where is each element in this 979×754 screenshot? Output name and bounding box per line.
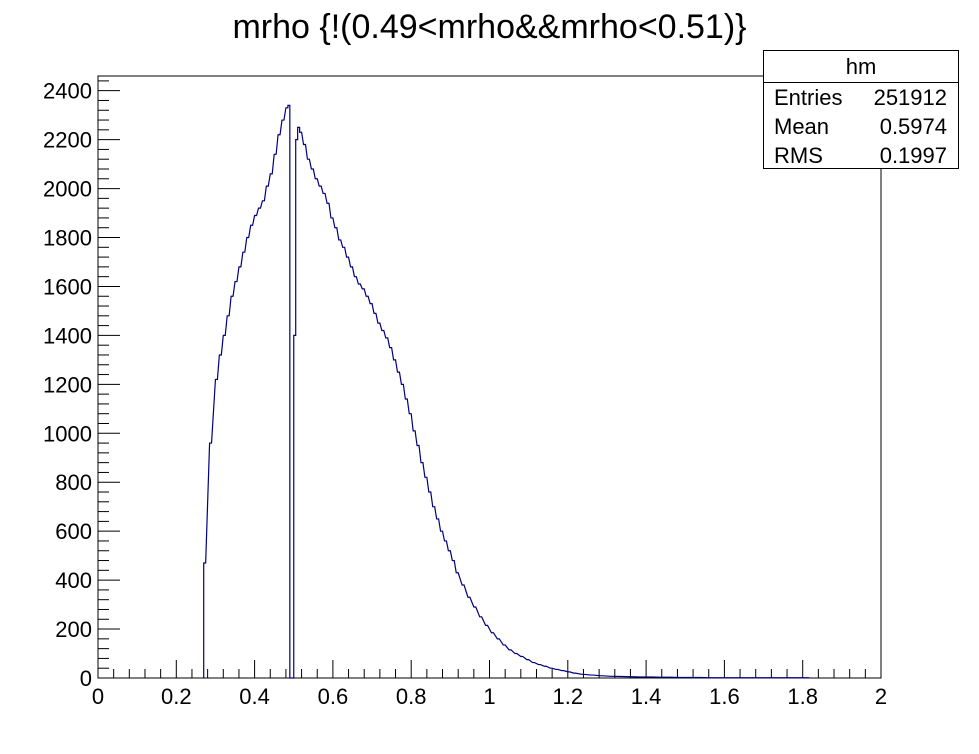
stats-row-mean: Mean 0.5974 <box>764 112 958 141</box>
y-tick-label: 0 <box>80 666 92 691</box>
x-tick-label: 0.6 <box>318 684 349 709</box>
y-tick-label: 200 <box>55 617 92 642</box>
stats-row-rms: RMS 0.1997 <box>764 141 958 170</box>
y-tick-labels: 0 200 400 600 800 1000 1200 1400 1600 1800 2000 220… <box>43 79 92 691</box>
stats-label: Entries <box>774 85 843 110</box>
x-tick-label: 0 <box>92 684 104 709</box>
stats-label: Mean <box>774 114 830 139</box>
x-tick-label: 0.8 <box>396 684 427 709</box>
histogram-series <box>203 104 810 679</box>
x-tick-label: 1.4 <box>631 684 662 709</box>
stats-label: RMS <box>774 143 823 168</box>
chart-title: mrho {!(0.49<mrho&&mrho<0.51)} <box>232 8 747 46</box>
x-tick-label: 0.2 <box>161 684 192 709</box>
stats-value: 251912 <box>873 85 947 110</box>
x-tick-label: 1.2 <box>553 684 584 709</box>
y-tick-label: 1200 <box>43 372 92 397</box>
histogram-line <box>203 104 810 679</box>
y-tick-label: 800 <box>55 470 92 495</box>
stats-box-name: hm <box>764 51 958 83</box>
x-tick-label: 1.8 <box>787 684 818 709</box>
y-tick-label: 1400 <box>43 323 92 348</box>
y-tick-label: 2200 <box>43 128 92 153</box>
stats-row-entries: Entries 251912 <box>764 83 958 112</box>
y-tick-label: 2000 <box>43 177 92 202</box>
y-tick-label: 1800 <box>43 226 92 251</box>
y-tick-label: 2400 <box>43 79 92 104</box>
x-tick-label: 1.6 <box>709 684 740 709</box>
x-tick-label: 2 <box>875 684 887 709</box>
stats-value: 0.5974 <box>879 114 947 139</box>
x-tick-label: 0.4 <box>239 684 270 709</box>
x-tick-label: 1 <box>483 684 495 709</box>
y-tick-label: 600 <box>55 519 92 544</box>
y-tick-label: 1000 <box>43 421 92 446</box>
stats-value: 0.1997 <box>879 143 947 168</box>
axis-ticks <box>97 80 882 679</box>
stats-box: hm Entries 251912 Mean 0.5974 RMS 0.1997 <box>763 50 959 169</box>
x-tick-labels: 0 0.2 0.4 0.6 0.8 1 1.2 1.4 1.6 1.8 2 <box>92 684 887 709</box>
y-tick-label: 1600 <box>43 274 92 299</box>
y-tick-label: 400 <box>55 568 92 593</box>
